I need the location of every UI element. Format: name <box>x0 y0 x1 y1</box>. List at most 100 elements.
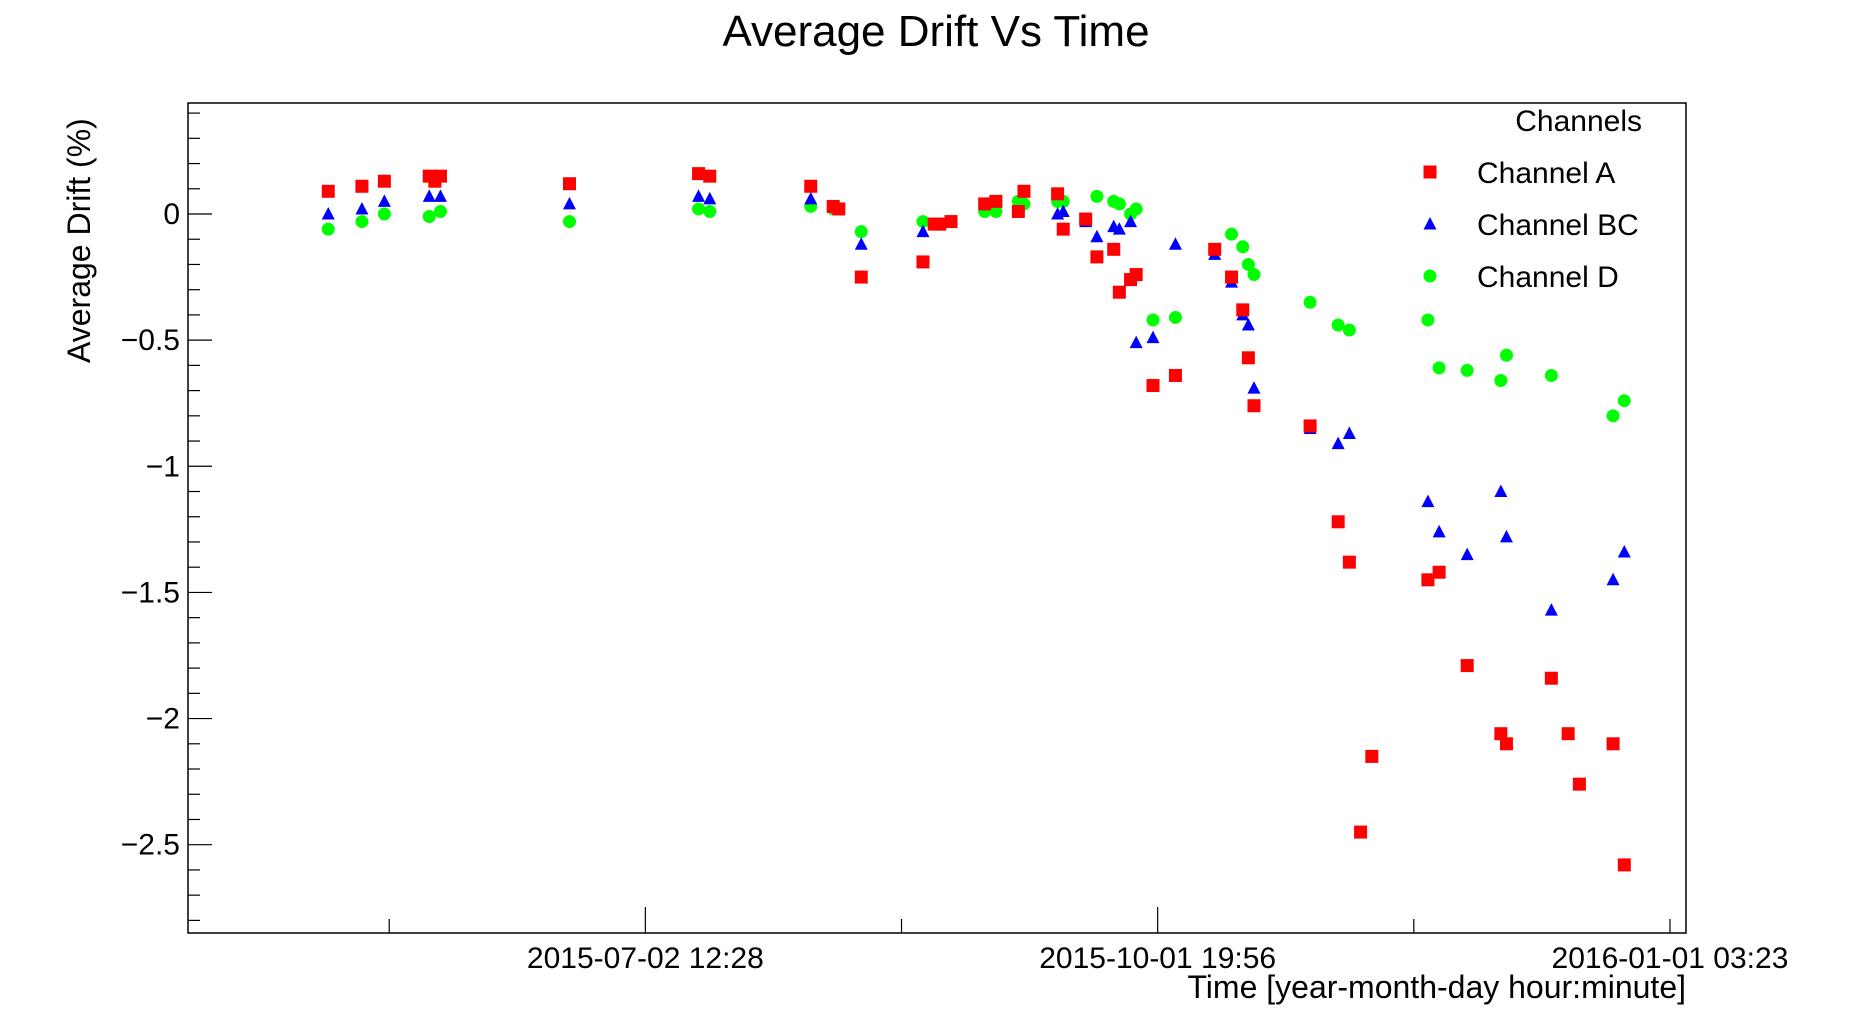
data-point <box>832 202 846 216</box>
data-point <box>1168 368 1182 382</box>
data-point <box>1051 187 1065 201</box>
data-point <box>1331 318 1345 332</box>
data-point <box>1112 285 1126 299</box>
data-point <box>355 179 369 193</box>
data-point <box>703 169 717 183</box>
data-point <box>854 237 868 250</box>
series-triangle <box>321 189 1631 616</box>
data-point <box>1342 323 1356 337</box>
data-point <box>1544 671 1558 685</box>
x-tick-label: 2015-10-01 19:56 <box>1039 942 1276 975</box>
data-point <box>989 204 1003 218</box>
x-tick-label: 2015-07-02 12:28 <box>527 942 764 975</box>
data-point <box>703 191 717 205</box>
data-point <box>1606 409 1620 423</box>
data-point <box>916 215 930 229</box>
data-point <box>1112 222 1126 235</box>
data-point <box>692 189 706 202</box>
data-point <box>804 191 818 205</box>
data-point <box>692 202 706 216</box>
data-point <box>377 194 391 207</box>
y-axis: 0 −0.5 −1 −1.5 −2 −2.5 <box>121 112 212 921</box>
data-point <box>1544 368 1558 382</box>
data-point <box>433 189 447 202</box>
data-point <box>1011 204 1025 218</box>
x-tick-label: 2016-01-01 03:23 <box>1552 942 1789 975</box>
data-point <box>1606 737 1620 751</box>
data-point <box>1107 242 1121 256</box>
data-point <box>692 167 706 181</box>
x-axis-label: Time [year-month-day hour:minute] <box>1187 969 1686 1005</box>
data-point <box>1331 436 1345 450</box>
data-point <box>377 174 391 188</box>
data-point <box>1421 494 1435 508</box>
data-point <box>1421 573 1435 587</box>
data-point <box>1499 529 1513 543</box>
data-points <box>321 167 1631 872</box>
data-point <box>433 204 447 218</box>
data-point <box>916 255 930 269</box>
data-point <box>1354 825 1368 839</box>
data-point <box>1331 515 1345 529</box>
data-point <box>563 196 577 210</box>
data-point <box>1090 189 1104 203</box>
data-point <box>1017 184 1031 198</box>
data-point <box>1432 565 1446 579</box>
data-point <box>1208 242 1222 256</box>
data-point <box>1146 379 1160 393</box>
data-point <box>1303 295 1317 309</box>
data-point <box>1617 858 1631 872</box>
data-point <box>933 217 947 231</box>
data-point <box>1432 361 1446 375</box>
data-point <box>1146 330 1160 344</box>
data-point <box>1168 310 1182 324</box>
data-point <box>1499 737 1513 751</box>
data-point <box>422 189 436 202</box>
legend-marker <box>1423 217 1437 230</box>
data-point <box>1303 419 1317 433</box>
data-point <box>1056 204 1070 217</box>
data-point <box>1460 363 1474 377</box>
data-point <box>703 204 717 218</box>
data-point <box>355 215 369 229</box>
data-point <box>1090 250 1104 264</box>
x-axis: 2015-07-02 12:28 2015-10-01 19:56 2016-01-… <box>388 907 1789 975</box>
data-point <box>1247 268 1261 282</box>
data-point <box>1499 348 1513 362</box>
data-point <box>1124 214 1138 228</box>
series-square <box>321 167 1631 872</box>
data-point <box>1572 777 1586 791</box>
data-point <box>1247 399 1261 413</box>
data-point <box>1112 197 1126 211</box>
y-tick-label: −1.5 <box>121 576 180 609</box>
data-point <box>355 201 369 215</box>
data-point <box>1561 727 1575 741</box>
y-tick-label: −2 <box>146 703 180 736</box>
data-point <box>1056 222 1070 236</box>
data-point <box>321 207 335 220</box>
data-point <box>1460 659 1474 673</box>
chart-title: Average Drift Vs Time <box>722 7 1149 56</box>
data-point <box>854 270 868 284</box>
data-point <box>1168 237 1182 250</box>
y-axis-label: Average Drift (%) <box>61 118 97 363</box>
legend-entry-label: Channel A <box>1477 157 1615 190</box>
y-tick-label: −0.5 <box>121 324 180 357</box>
data-point <box>1129 268 1143 282</box>
data-point <box>1225 270 1239 284</box>
data-point <box>1247 381 1261 394</box>
data-point <box>1617 394 1631 408</box>
data-point <box>804 179 818 193</box>
y-tick-label: −2.5 <box>121 829 180 862</box>
y-tick-label: −1 <box>146 450 180 483</box>
data-point <box>1241 351 1255 365</box>
data-point <box>1494 484 1508 498</box>
data-point <box>377 207 391 221</box>
data-point <box>1129 335 1143 349</box>
data-point <box>1236 240 1250 254</box>
data-point <box>422 210 436 224</box>
data-point <box>563 177 577 191</box>
data-point <box>563 215 577 229</box>
data-point <box>916 224 930 238</box>
